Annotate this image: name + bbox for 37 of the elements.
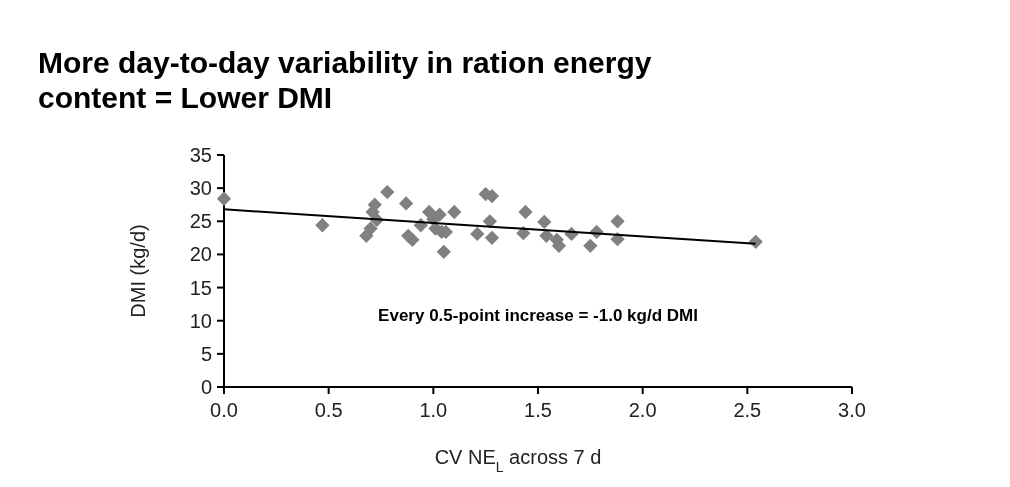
x-tick-label: 2.0 <box>628 399 657 421</box>
y-tick-label: 35 <box>189 144 212 166</box>
point <box>398 196 414 211</box>
point <box>363 221 378 236</box>
point <box>436 244 451 259</box>
point <box>447 204 462 220</box>
point <box>470 226 485 242</box>
y-tick-label: 20 <box>189 243 212 266</box>
y-tick-label: 30 <box>189 177 212 200</box>
y-tick-label: 0 <box>200 376 212 398</box>
point <box>405 232 420 247</box>
point <box>610 214 625 229</box>
point <box>216 191 232 206</box>
point <box>484 230 500 245</box>
x-tick-label: 0.5 <box>314 399 343 421</box>
y-tick-label: 5 <box>200 342 212 365</box>
point <box>482 214 497 229</box>
x-tick-label: 1.5 <box>524 399 552 421</box>
point <box>380 184 395 200</box>
point <box>432 207 447 222</box>
y-tick-label: 10 <box>189 309 212 332</box>
point <box>539 228 554 244</box>
x-axis-title: CV NE$_{L}$ across 7 d <box>434 446 602 475</box>
y-axis-title: DMI (kg/d) <box>127 224 149 318</box>
chart-title: More day-to-day variability in ration energy content = Lower DMI <box>38 46 652 114</box>
x-tick-label: 3.0 <box>838 399 866 421</box>
y-tick-label: 15 <box>189 276 212 299</box>
annotation: Every 0.5-point increase = -1.0 kg/d DMI <box>378 305 698 325</box>
x-tick-label: 0.0 <box>210 399 238 421</box>
y-tick-label: 25 <box>189 210 212 233</box>
point <box>518 204 533 220</box>
x-tick-label: 2.5 <box>733 399 762 421</box>
point <box>367 197 382 212</box>
point <box>537 214 552 230</box>
x-tick-label: 1.0 <box>419 399 448 421</box>
point <box>315 218 330 233</box>
point <box>583 238 598 253</box>
